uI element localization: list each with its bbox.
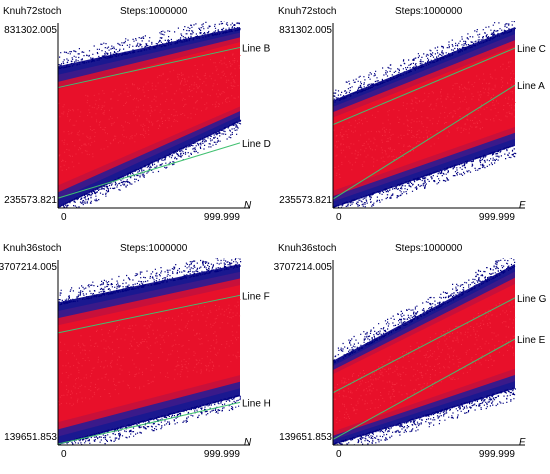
scatter-cloud	[333, 258, 516, 445]
ref-line-line-c	[332, 47, 516, 126]
x-max-label: 999.999	[204, 449, 241, 460]
chart-title: Knuh72stoch	[278, 6, 336, 17]
x-max-label: 999.999	[479, 449, 516, 460]
steps-label: Steps:1000000	[120, 243, 188, 254]
scatter-speckle	[333, 258, 516, 445]
y-min-label: 139651.853	[279, 432, 332, 443]
x-axis-label: F	[519, 200, 526, 211]
x-min-label: 0	[336, 449, 342, 460]
chart-title: Knuh36stoch	[3, 243, 61, 254]
ref-line-label: Line F	[242, 291, 270, 302]
ref-line-line-b	[57, 46, 241, 89]
steps-label: Steps:1000000	[395, 6, 463, 17]
x-axis-label: F	[519, 437, 526, 448]
y-min-label: 139651.853	[4, 432, 57, 443]
x-max-label: 999.999	[204, 212, 241, 223]
ref-line-label: Line H	[242, 398, 271, 409]
chart-title: Knuh72stoch	[3, 6, 61, 17]
x-min-label: 0	[61, 212, 67, 223]
ref-line-label: Line G	[517, 294, 547, 305]
y-max-label: 831302.005	[279, 25, 332, 36]
y-min-label: 235573.821	[279, 195, 332, 206]
chart-title: Knuh36stoch	[278, 243, 336, 254]
ref-line-line-e	[332, 338, 516, 440]
y-max-label: 3707214.005	[274, 262, 333, 273]
chart-svg-3: Knuh36stoch Steps:1000000 Line F Line H 3707…	[0, 243, 271, 460]
chart-svg-2: Knuh72stoch Steps:1000000 Line C Line A 8313…	[278, 6, 546, 223]
ref-line-line-a	[332, 84, 516, 200]
scatter-cloud	[58, 21, 242, 208]
ref-line-label: Line A	[517, 81, 545, 92]
chart-svg-1: Knuh72stoch Steps:1000000 Line B Line D 8313…	[3, 6, 271, 223]
x-max-label: 999.999	[479, 212, 516, 223]
ref-line-line-h	[57, 401, 241, 445]
panel-knuh36-f: Knuh36stoch Steps:1000000 Line G Line E 3707…	[274, 237, 550, 474]
chart-svg-4: Knuh36stoch Steps:1000000 Line G Line E 3707…	[274, 243, 547, 460]
steps-label: Steps:1000000	[395, 243, 463, 254]
y-min-label: 235573.821	[4, 195, 57, 206]
y-max-label: 3707214.005	[0, 262, 57, 273]
scatter-speckle	[333, 21, 517, 208]
panel-knuh36-n: Knuh36stoch Steps:1000000 Line F Line H 3707…	[0, 237, 275, 474]
x-axis-label: N	[244, 437, 252, 448]
ref-line-label: Line C	[517, 44, 546, 55]
ref-line-line-g	[332, 297, 516, 394]
ref-line-label: Line D	[242, 139, 271, 150]
ref-line-line-f	[57, 294, 241, 334]
dense-speckle	[58, 299, 241, 407]
panel-knuh72-n: Knuh72stoch Steps:1000000 Line B Line D 8313…	[0, 0, 275, 237]
density-layer-3	[58, 285, 240, 423]
scatter-cloud	[58, 258, 242, 445]
ref-line-label: Line B	[242, 43, 271, 54]
scatter-cloud	[333, 21, 517, 208]
density-layer-3	[333, 283, 515, 432]
y-max-label: 831302.005	[4, 25, 57, 36]
ref-line-line-d	[57, 142, 241, 199]
x-axis-label: N	[244, 200, 252, 211]
ref-line-label: Line E	[517, 335, 546, 346]
density-layer-3	[333, 46, 515, 191]
panel-knuh72-f: Knuh72stoch Steps:1000000 Line C Line A 8313…	[275, 0, 550, 237]
steps-label: Steps:1000000	[120, 6, 188, 17]
x-min-label: 0	[336, 212, 342, 223]
x-min-label: 0	[61, 449, 67, 460]
